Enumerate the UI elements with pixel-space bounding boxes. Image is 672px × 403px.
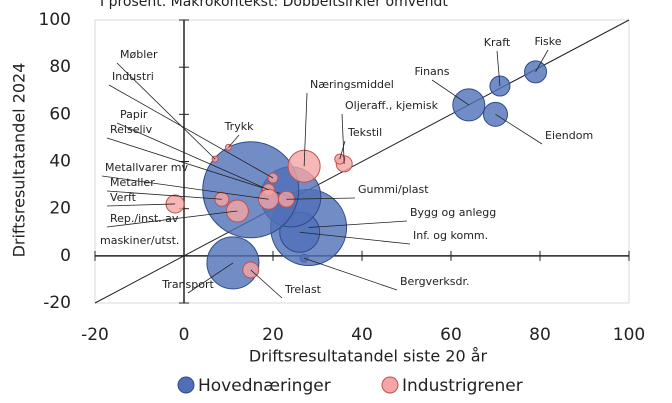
y-axis-title: Driftsresultatandel 2024 (10, 63, 29, 258)
leader-line (106, 210, 238, 228)
point-label: Transport (161, 278, 214, 291)
x-tick-label: 80 (529, 325, 551, 345)
leader-line (187, 262, 234, 294)
x-tick-label: 20 (262, 325, 284, 345)
leader-line (106, 203, 176, 207)
point-label: Eiendom (545, 129, 593, 142)
leader-line (495, 113, 543, 145)
point-label: Finans (415, 65, 450, 78)
leader-line (535, 49, 549, 73)
leader-line (250, 269, 283, 299)
point-label: maskiner/utst. (100, 234, 179, 247)
x-axis-title: Driftsresultatandel siste 20 år (249, 347, 488, 366)
leader-line (101, 175, 269, 200)
leader-line (431, 79, 470, 106)
y-tick-label: 60 (49, 104, 71, 124)
y-tick-label: 20 (49, 199, 71, 219)
point-label: Bygg og anlegg (410, 206, 496, 219)
leader-line (106, 137, 291, 198)
point-label: Kraft (484, 36, 511, 49)
y-tick-label: 40 (49, 152, 71, 172)
leader-line (106, 190, 222, 200)
point-label: Industri (112, 70, 154, 83)
x-tick-label: 0 (179, 325, 190, 345)
y-tick-label: 0 (60, 246, 71, 266)
chart-title: I prosent. Makrokontekst: Dobbeltsirkler… (100, 0, 448, 10)
x-tick-label: 100 (613, 325, 645, 345)
leader-line (341, 113, 345, 164)
point-label: Trykk (224, 120, 255, 133)
point-label: Bergverksdr. (400, 275, 470, 288)
leader-line (339, 140, 346, 160)
leader-line (308, 220, 408, 228)
leader-line (116, 62, 216, 160)
bubble (202, 141, 300, 239)
point-label: Oljeraff., kjemisk (345, 99, 439, 112)
legend-label: Industrigrener (402, 376, 523, 396)
point-label: Trelast (284, 283, 322, 296)
leader-line (299, 231, 411, 245)
point-label: Næringsmiddel (310, 78, 394, 91)
leader-line (496, 50, 501, 87)
x-tick-label: -20 (81, 325, 109, 345)
x-tick-label: 40 (351, 325, 373, 345)
y-tick-label: 100 (39, 10, 71, 30)
legend-swatch (177, 376, 195, 394)
point-label: Metaller (110, 176, 155, 189)
leader-line (116, 122, 269, 191)
leader-line (228, 134, 240, 148)
point-label: Verft (110, 191, 137, 204)
point-label: Rep./inst. av (110, 212, 179, 225)
y-tick-label: 80 (49, 57, 71, 77)
legend-label: Hovednæringer (198, 376, 331, 396)
leader-line (108, 84, 274, 179)
legend-swatch (381, 376, 399, 394)
leader-line (286, 197, 356, 200)
plot-border (94, 19, 630, 304)
point-label: Fiske (534, 35, 561, 48)
point-label: Tekstil (347, 126, 382, 139)
point-label: Metallvarer mv (105, 161, 188, 174)
y-tick-label: -20 (43, 293, 71, 313)
point-label: Møbler (120, 48, 158, 61)
leader-line (304, 257, 398, 291)
point-label: Papir (120, 108, 148, 121)
x-tick-label: 60 (440, 325, 462, 345)
point-label: Gummi/plast (358, 183, 429, 196)
point-label: Inf. og komm. (413, 229, 488, 242)
leader-line (303, 92, 308, 167)
